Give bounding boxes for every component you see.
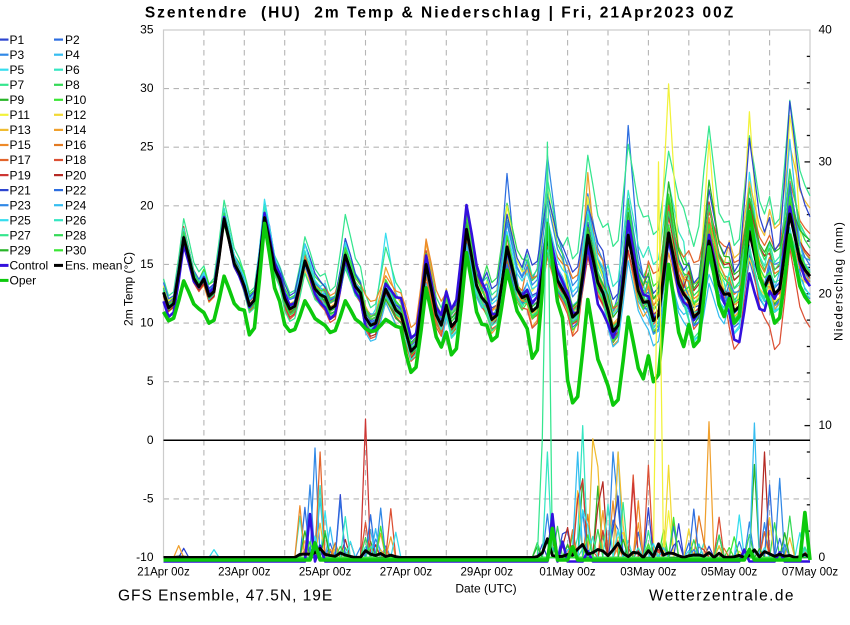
svg-text:GFS Ensemble, 47.5N, 19E: GFS Ensemble, 47.5N, 19E [118, 588, 333, 605]
svg-text:35: 35 [140, 23, 154, 37]
svg-text:P4: P4 [65, 48, 80, 62]
svg-text:21Apr 00z: 21Apr 00z [137, 567, 190, 579]
svg-text:27Apr 00z: 27Apr 00z [380, 567, 433, 579]
svg-text:15: 15 [140, 257, 154, 271]
svg-text:30: 30 [140, 81, 154, 95]
svg-text:03May 00z: 03May 00z [620, 567, 677, 579]
svg-text:20: 20 [140, 198, 154, 212]
svg-text:05May 00z: 05May 00z [701, 567, 758, 579]
svg-text:P12: P12 [65, 108, 87, 122]
svg-text:23Apr 00z: 23Apr 00z [218, 567, 271, 579]
svg-text:P19: P19 [10, 168, 32, 182]
svg-text:P11: P11 [10, 108, 31, 122]
svg-text:P18: P18 [65, 153, 87, 167]
svg-text:P14: P14 [65, 123, 87, 137]
svg-text:01May 00z: 01May 00z [539, 567, 596, 579]
svg-text:P15: P15 [10, 138, 32, 152]
svg-text:P28: P28 [65, 228, 87, 242]
svg-text:5: 5 [147, 374, 154, 388]
svg-text:-10: -10 [136, 550, 154, 564]
svg-text:Date (UTC): Date (UTC) [455, 582, 516, 596]
svg-text:P24: P24 [65, 198, 87, 212]
svg-text:P23: P23 [10, 198, 32, 212]
svg-text:P3: P3 [10, 48, 25, 62]
svg-text:07May 00z: 07May 00z [782, 567, 839, 579]
svg-text:29Apr 00z: 29Apr 00z [461, 567, 514, 579]
svg-text:40: 40 [819, 23, 833, 37]
svg-text:P21: P21 [10, 183, 32, 197]
svg-text:30: 30 [819, 154, 833, 168]
svg-text:Niederschlag (mm): Niederschlag (mm) [832, 221, 846, 341]
svg-text:25: 25 [140, 140, 154, 154]
svg-text:Wetterzentrale.de: Wetterzentrale.de [649, 588, 795, 605]
svg-text:P20: P20 [65, 168, 87, 182]
svg-text:P7: P7 [10, 78, 25, 92]
svg-text:P6: P6 [65, 63, 80, 77]
svg-text:P9: P9 [10, 93, 25, 107]
svg-text:P27: P27 [10, 228, 32, 242]
svg-text:P1: P1 [10, 33, 25, 47]
svg-text:2m Temp (°C): 2m Temp (°C) [122, 252, 136, 326]
svg-text:P2: P2 [65, 33, 80, 47]
svg-text:25Apr 00z: 25Apr 00z [299, 567, 352, 579]
svg-text:Szentendre (HU) 2m Temp & Ni: Szentendre (HU) 2m Temp & Niederschlag |… [145, 5, 735, 22]
svg-text:0: 0 [147, 433, 154, 447]
svg-text:P8: P8 [65, 78, 80, 92]
svg-text:P17: P17 [10, 153, 32, 167]
svg-text:P25: P25 [10, 213, 32, 227]
svg-text:P16: P16 [65, 138, 87, 152]
svg-text:P13: P13 [10, 123, 32, 137]
svg-text:20: 20 [819, 286, 833, 300]
svg-text:0: 0 [819, 550, 826, 564]
svg-text:Control: Control [10, 259, 49, 273]
svg-text:P22: P22 [65, 183, 87, 197]
svg-text:P10: P10 [65, 93, 87, 107]
svg-text:10: 10 [140, 316, 154, 330]
svg-text:P29: P29 [10, 244, 32, 258]
svg-text:-5: -5 [143, 491, 154, 505]
svg-text:P5: P5 [10, 63, 25, 77]
svg-text:Oper: Oper [10, 274, 37, 288]
svg-text:P30: P30 [65, 244, 87, 258]
svg-text:10: 10 [819, 418, 833, 432]
svg-text:P26: P26 [65, 213, 87, 227]
svg-text:Ens. mean: Ens. mean [65, 259, 122, 273]
